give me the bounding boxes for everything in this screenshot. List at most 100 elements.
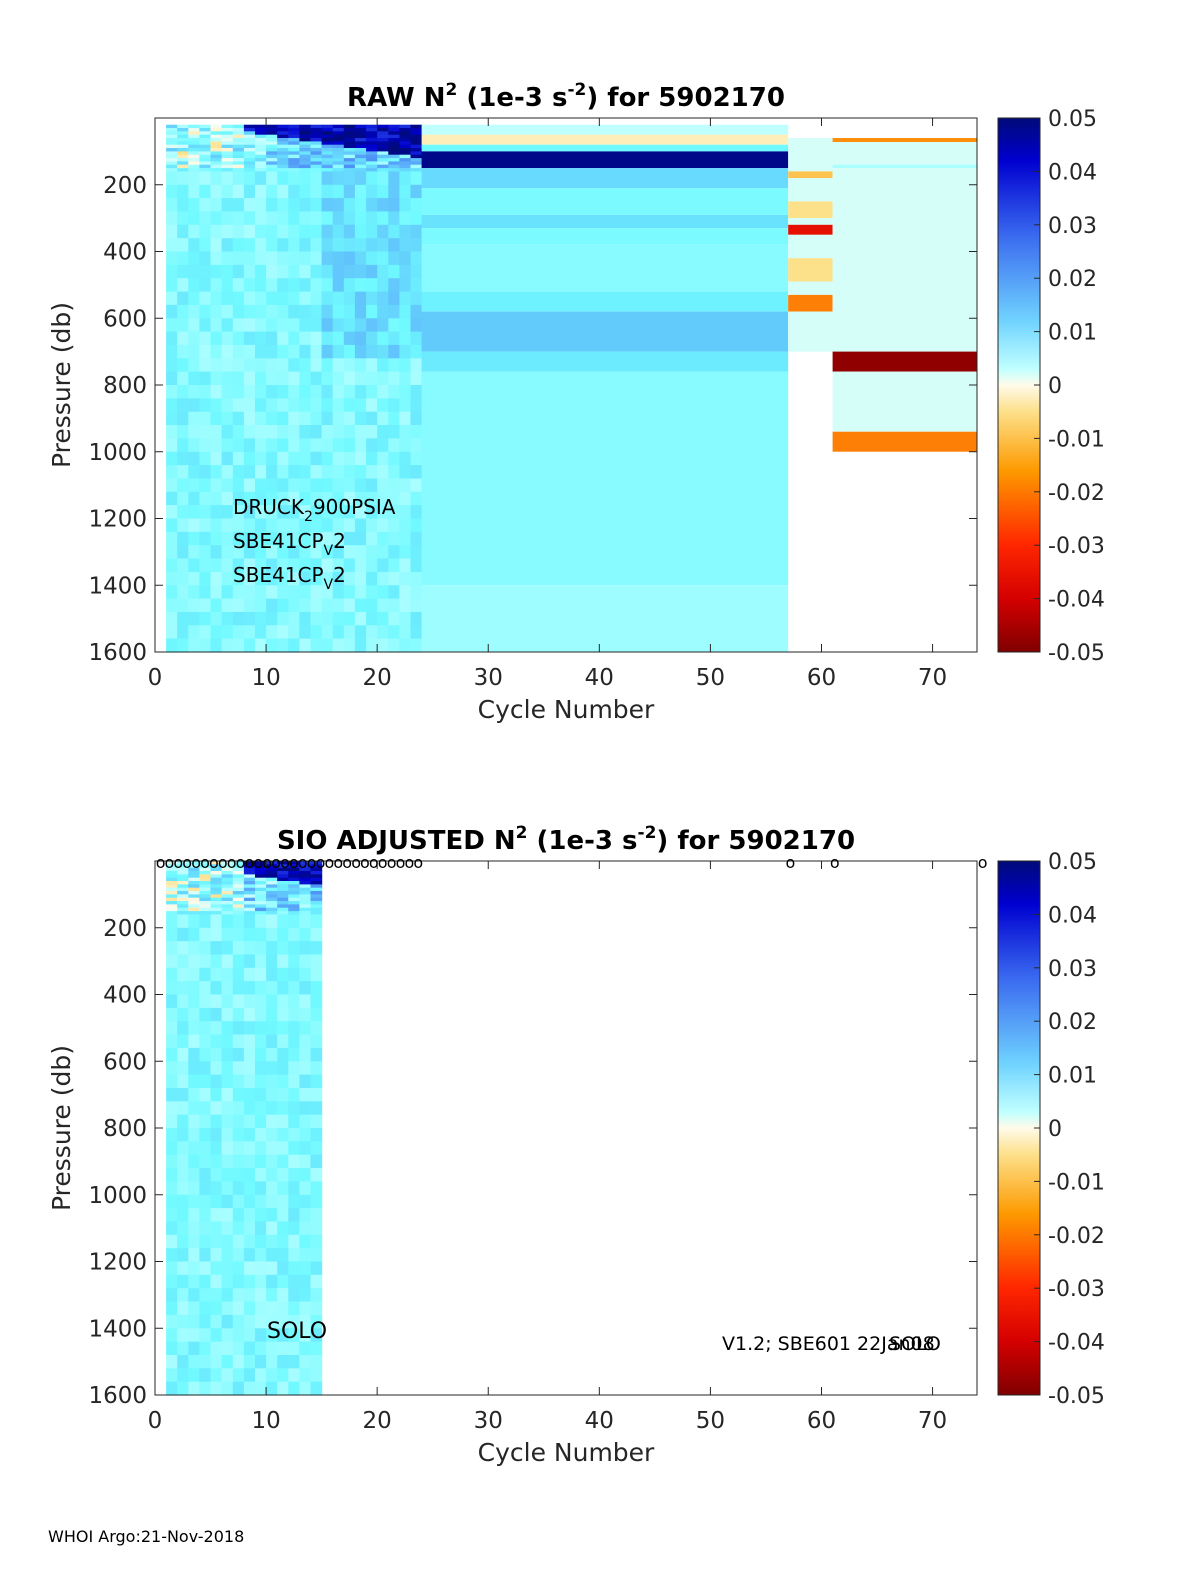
heatmap-cell <box>388 344 400 359</box>
heatmap-cell <box>399 358 412 373</box>
heatmap-cell <box>188 887 200 892</box>
heatmap-cell <box>299 558 312 573</box>
x-tick-label: 10 <box>251 665 280 691</box>
heatmap-cell <box>343 304 356 319</box>
heatmap-cell <box>310 1061 323 1076</box>
heatmap-cell <box>199 505 212 520</box>
heatmap-cell <box>277 1101 289 1116</box>
heatmap-cell <box>277 451 289 466</box>
heatmap-cell <box>221 897 234 902</box>
heatmap-cell <box>266 134 278 139</box>
heatmap-cell <box>277 864 289 869</box>
heatmap-cell <box>310 1128 323 1142</box>
heatmap-cell <box>310 941 323 956</box>
heatmap-cell <box>210 907 223 912</box>
heatmap-cell <box>410 545 423 560</box>
heatmap-cell <box>243 1061 256 1076</box>
heatmap-cell <box>310 897 323 902</box>
heatmap-cell <box>277 1234 289 1249</box>
heatmap-cell <box>277 904 289 909</box>
heatmap-cell <box>321 138 334 142</box>
heatmap-cell <box>310 1141 323 1156</box>
heatmap-cell <box>166 425 178 439</box>
heatmap-cell <box>255 131 267 136</box>
heatmap-cell <box>166 151 178 156</box>
heatmap-cell <box>266 1208 278 1223</box>
heatmap-cell <box>177 385 189 399</box>
heatmap-cell <box>377 291 389 306</box>
heatmap-cell <box>366 161 378 166</box>
heatmap-cell <box>343 518 356 533</box>
heatmap-cell <box>366 638 378 653</box>
heatmap-cell <box>221 138 234 142</box>
heatmap-cell <box>310 134 323 139</box>
heatmap-cell <box>332 531 345 546</box>
heatmap-cell <box>255 184 267 199</box>
heatmap-cell <box>188 927 200 942</box>
heatmap-cell <box>299 1248 312 1263</box>
heatmap-cell <box>266 864 278 869</box>
heatmap-cell <box>321 251 334 266</box>
heatmap-cell <box>310 981 323 996</box>
heatmap-cell <box>255 158 267 162</box>
heatmap-cell <box>177 941 189 956</box>
heatmap-cell <box>166 134 178 139</box>
heatmap-cell <box>221 1141 234 1156</box>
heatmap-cell <box>199 571 212 586</box>
heatmap-cell <box>410 451 423 466</box>
heatmap-cell <box>243 304 256 319</box>
heatmap-cell <box>210 1274 223 1289</box>
heatmap-cell <box>332 465 345 480</box>
heatmap-cell <box>255 144 267 149</box>
heatmap-cell <box>321 612 334 626</box>
heatmap-cell <box>310 861 323 865</box>
heatmap-cell <box>288 251 300 266</box>
heatmap-cell <box>166 907 178 912</box>
heatmap-cell <box>354 571 367 586</box>
heatmap-cell <box>166 1141 178 1156</box>
heatmap-cell <box>188 344 200 359</box>
heatmap-cell <box>288 1101 300 1116</box>
heatmap-cell <box>299 264 312 279</box>
heatmap-cell <box>232 138 245 142</box>
heatmap-cell <box>299 914 312 929</box>
heatmap-cell <box>177 884 189 889</box>
heatmap-cell <box>332 154 345 159</box>
heatmap-cell <box>243 1368 256 1383</box>
heatmap-cell <box>266 164 278 169</box>
heatmap-cell <box>199 1074 212 1089</box>
heatmap-cell <box>255 904 267 909</box>
heatmap-cell <box>177 877 189 882</box>
heatmap-cell <box>321 134 334 139</box>
heatmap-cell <box>410 264 423 279</box>
heatmap-cell <box>343 612 356 626</box>
heatmap-cell <box>277 914 289 929</box>
heatmap-cell <box>266 144 278 149</box>
heatmap-cell <box>177 1355 189 1369</box>
heatmap-cell <box>377 131 389 136</box>
heatmap-cell <box>221 887 234 892</box>
heatmap-cell <box>332 304 345 319</box>
heatmap-cell <box>243 451 256 466</box>
heatmap-cell <box>177 1288 189 1303</box>
heatmap-cell <box>243 571 256 586</box>
heatmap-cell <box>377 558 389 573</box>
heatmap-cell <box>310 411 323 426</box>
heatmap-cell <box>299 371 312 386</box>
heatmap-cell <box>399 638 412 653</box>
heatmap-cell <box>255 425 267 439</box>
heatmap-cell <box>243 1314 256 1329</box>
cycle-marker: o <box>182 853 192 872</box>
heatmap-cell <box>266 331 278 346</box>
heatmap-cell <box>177 154 189 159</box>
heatmap-band <box>421 144 789 152</box>
heatmap-cell <box>221 1168 234 1182</box>
heatmap-cell <box>177 278 189 293</box>
heatmap-cell <box>321 124 334 129</box>
heatmap-cell <box>188 1328 200 1343</box>
heatmap-cell <box>166 884 178 889</box>
heatmap-cell <box>188 1248 200 1263</box>
heatmap-cell <box>232 131 245 136</box>
heatmap-cell <box>177 625 189 640</box>
heatmap-cell <box>210 124 223 129</box>
